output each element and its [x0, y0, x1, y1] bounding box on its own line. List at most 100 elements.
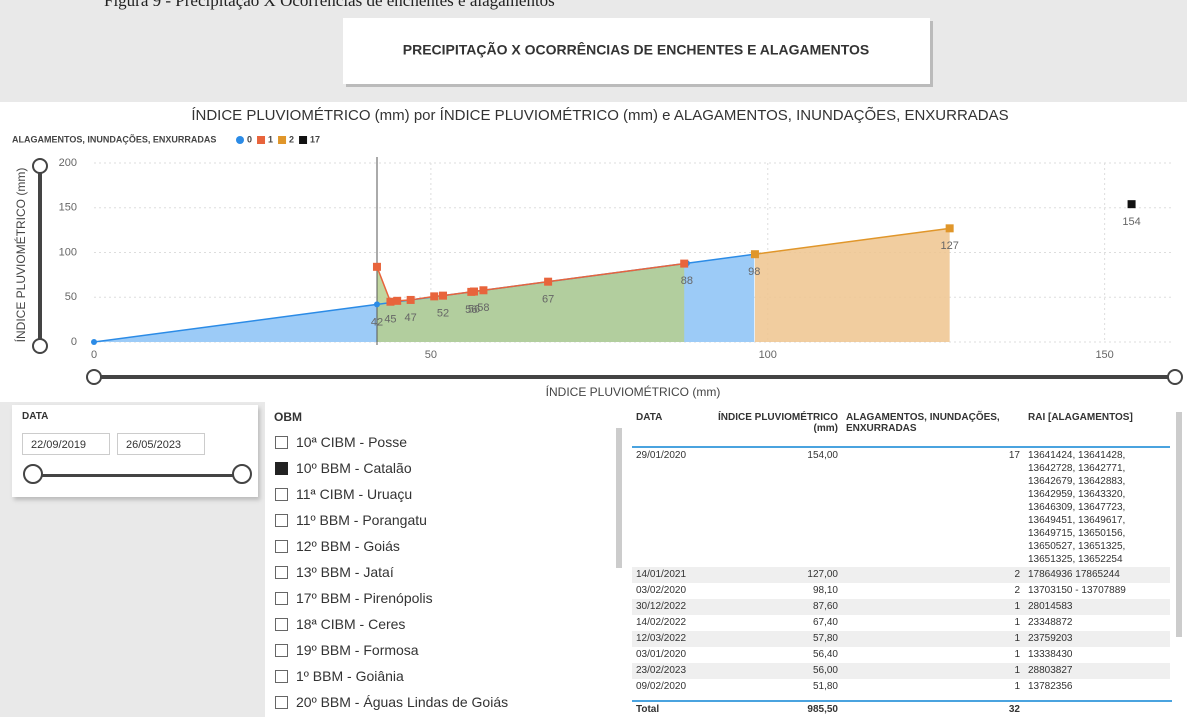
legend: 0 1 2 17: [236, 134, 320, 144]
data-label: 127: [940, 240, 958, 252]
table-cell: 2: [1014, 585, 1020, 596]
slider-handle[interactable]: [86, 369, 102, 385]
obm-slicer: OBM 10ª CIBM - Posse 10º BBM - Catalão 11ª…: [265, 402, 627, 717]
point: [373, 301, 380, 308]
slider-handle[interactable]: [1167, 369, 1183, 385]
table-cell: 87,60: [694, 599, 842, 615]
table-cell: 13782356: [1028, 681, 1073, 692]
obm-item-label: 10ª CIBM - Posse: [296, 434, 407, 450]
obm-item[interactable]: 11º BBM - Porangatu: [275, 510, 427, 530]
point: [945, 224, 954, 233]
checkbox: [275, 436, 288, 449]
total-count: 32: [1008, 704, 1020, 715]
table-cell: 14/02/2022: [636, 617, 687, 628]
table-cell: 1: [842, 631, 1024, 647]
banner-title: PRECIPITAÇÃO X OCORRÊNCIAS DE ENCHENTES …: [403, 41, 869, 58]
total-indice: 985,50: [807, 704, 838, 715]
table-cell: 23348872: [1028, 617, 1073, 628]
table-cell: 30/12/2022: [632, 599, 694, 615]
obm-item[interactable]: 19º BBM - Formosa: [275, 640, 419, 660]
data-label: 154: [1122, 216, 1140, 228]
table-cell: 154,00: [807, 450, 838, 461]
legend-label: 1: [268, 134, 273, 144]
table-row: 09/02/2020 51,80 1 13782356: [632, 679, 1170, 695]
table-cell: 1: [1014, 617, 1020, 628]
area: [376, 263, 685, 342]
scrollbar[interactable]: [616, 428, 622, 568]
table-cell: 1: [842, 663, 1024, 679]
obm-item-label: 12º BBM - Goiás: [296, 538, 400, 554]
legend-label: 2: [289, 134, 294, 144]
legend-label: 0: [247, 134, 252, 144]
bottom-area: DATA 22/09/2019 26/05/2023 OBM 10ª CIBM …: [0, 402, 1187, 717]
point: [750, 250, 759, 259]
obm-item-label: 11ª CIBM - Uruaçu: [296, 486, 413, 502]
chart-panel: [0, 102, 1187, 402]
table-row: 03/01/2020 56,40 1 13338430: [632, 647, 1170, 663]
obm-item[interactable]: 13º BBM - Jataí: [275, 562, 394, 582]
table-row: 03/02/2020 98,10 2 13703150 - 13707889: [632, 583, 1170, 599]
table-cell: 13641424, 13641428, 13642728, 13642771, …: [1028, 450, 1126, 565]
point: [406, 295, 415, 304]
slider-handle[interactable]: [32, 338, 48, 354]
obm-item[interactable]: 10º BBM - Catalão: [275, 458, 412, 478]
slider-handle[interactable]: [232, 464, 252, 484]
obm-item[interactable]: 17º BBM - Pirenópolis: [275, 588, 433, 608]
table-row: 29/01/2020 154,00 17 13641424, 13641428, 13…: [632, 447, 1170, 567]
point: [439, 291, 448, 300]
obm-item-label: 13º BBM - Jataí: [296, 564, 394, 580]
x-axis-label: ÍNDICE PLUVIOMÉTRICO (mm): [546, 384, 721, 399]
obm-item[interactable]: 12º BBM - Goiás: [275, 536, 400, 556]
date-start[interactable]: 22/09/2019: [22, 433, 110, 455]
table-cell: 56,00: [694, 663, 842, 679]
obm-item-label: 17º BBM - Pirenópolis: [296, 590, 433, 606]
obm-item[interactable]: 11ª CIBM - Uruaçu: [275, 484, 412, 504]
y-tick-label: 0: [71, 336, 77, 348]
x-tick-label: 0: [91, 349, 97, 361]
table-cell: 09/02/2020: [636, 681, 687, 692]
slider-handle[interactable]: [32, 158, 48, 174]
table-row: 14/01/2021 127,00 2 17864936 17865244: [632, 567, 1170, 583]
obm-item[interactable]: 1º BBM - Goiânia: [275, 666, 404, 686]
obm-item[interactable]: 18ª CIBM - Ceres: [275, 614, 405, 634]
point: [1127, 200, 1136, 209]
checkbox: [275, 618, 288, 631]
point: [469, 287, 478, 296]
data-label: 52: [437, 308, 449, 320]
column-header: ÍNDICE PLUVIOMÉTRICO (mm): [694, 408, 842, 448]
checkbox: [275, 592, 288, 605]
table-row: 14/02/2022 67,40 1 23348872: [632, 615, 1170, 631]
point: [544, 277, 553, 286]
legend-title: ALAGAMENTOS, INUNDAÇÕES, ENXURRADAS: [12, 134, 216, 144]
table-cell: 1: [1014, 681, 1020, 692]
checkbox: [275, 696, 288, 709]
point: [386, 297, 395, 306]
grid: 0 50 100 150 200 0 50 100 150: [59, 157, 1172, 361]
data-table: DATA ÍNDICE PLUVIOMÉTRICO (mm) ALAGAMENTOS…: [632, 408, 1170, 695]
date-slider[interactable]: [33, 474, 243, 477]
obm-item[interactable]: 20º BBM - Águas Lindas de Goiás: [275, 692, 508, 712]
column-header: DATA: [632, 408, 694, 448]
data-label: 58: [477, 302, 489, 314]
line: [754, 227, 950, 255]
obm-item-label: 18ª CIBM - Ceres: [296, 616, 406, 632]
date-end[interactable]: 26/05/2023: [117, 433, 205, 455]
table-cell: 28803827: [1024, 663, 1170, 679]
banner: [343, 18, 930, 84]
checkbox: [275, 514, 288, 527]
checkbox: [275, 644, 288, 657]
table-cell: 17: [1008, 450, 1020, 461]
slider-handle[interactable]: [23, 464, 43, 484]
scrollbar[interactable]: [1176, 412, 1182, 637]
table-cell: 2: [842, 567, 1024, 583]
obm-item[interactable]: 10ª CIBM - Posse: [275, 432, 407, 452]
table-cell: 23/02/2023: [632, 663, 694, 679]
x-tick-label: 50: [425, 349, 437, 361]
obm-item-label: 10º BBM - Catalão: [296, 460, 412, 476]
table-cell: 17864936 17865244: [1024, 567, 1170, 583]
obm-item-label: 11º BBM - Porangatu: [296, 512, 427, 528]
area: [754, 228, 950, 342]
header-row: DATA ÍNDICE PLUVIOMÉTRICO (mm) ALAGAMENTOS…: [632, 408, 1170, 448]
